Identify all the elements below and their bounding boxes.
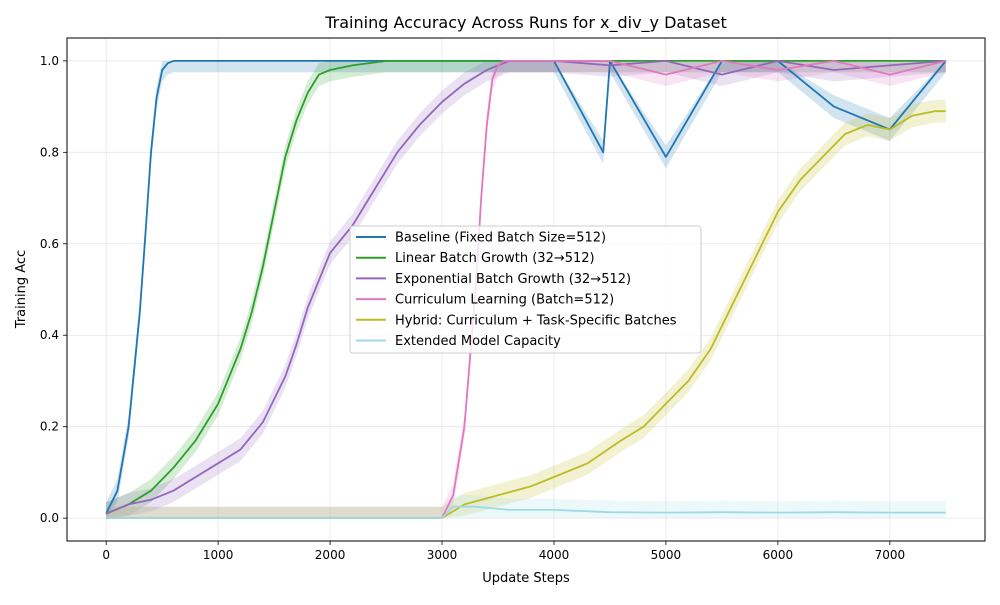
x-tick-label: 7000: [875, 548, 906, 562]
y-tick-label: 0.6: [40, 237, 59, 251]
series-1-line: [105, 60, 947, 514]
x-axis-label: Update Steps: [482, 571, 570, 586]
series-1-legend-label: Baseline (Fixed Batch Size=512): [395, 231, 606, 246]
series-4-line: [106, 60, 947, 519]
series-4-legend-label: Curriculum Learning (Batch=512): [395, 293, 614, 308]
series-5-legend-label: Hybrid: Curriculum + Task-Specific Batch…: [395, 313, 677, 328]
series-lines: [105, 60, 947, 519]
series-5-line: [106, 110, 946, 519]
x-tick-label: 2000: [315, 548, 346, 562]
x-tick-label: 6000: [763, 548, 794, 562]
x-tick-label: 3000: [427, 548, 458, 562]
legend: Baseline (Fixed Batch Size=512) Linear Ba…: [349, 225, 702, 354]
series-3-legend-label: Exponential Batch Growth (32→512): [395, 272, 631, 287]
series-2-legend-label: Linear Batch Growth (32→512): [395, 251, 595, 266]
x-tick-label: 0: [102, 548, 110, 562]
y-tick-label: 0.0: [40, 511, 59, 525]
y-tick-label: 0.2: [40, 420, 59, 434]
y-axis-label: Training Acc: [14, 250, 29, 329]
series-6-legend-label: Extended Model Capacity: [395, 334, 561, 349]
x-tick-label: 4000: [539, 548, 570, 562]
series-1-band: [106, 60, 946, 519]
y-tick-label: 1.0: [40, 54, 59, 68]
chart-title: Training Accuracy Across Runs for x_div_…: [324, 13, 727, 33]
x-axis-ticks: 0 1000 2000 3000 4000 5000 6000 7000: [102, 541, 905, 562]
legend-box: [349, 225, 702, 354]
series-3-line: [105, 60, 946, 515]
y-tick-label: 0.4: [40, 328, 59, 342]
series-6-line: [106, 505, 946, 519]
series-3-band: [106, 60, 946, 519]
x-tick-label: 5000: [651, 548, 682, 562]
series-2-line: [105, 60, 946, 515]
y-tick-label: 0.8: [40, 145, 59, 159]
plot-frame: [66, 37, 986, 542]
y-axis-ticks: 0.0 0.2 0.4 0.6 0.8 1.0: [40, 54, 67, 525]
x-tick-label: 1000: [203, 548, 234, 562]
